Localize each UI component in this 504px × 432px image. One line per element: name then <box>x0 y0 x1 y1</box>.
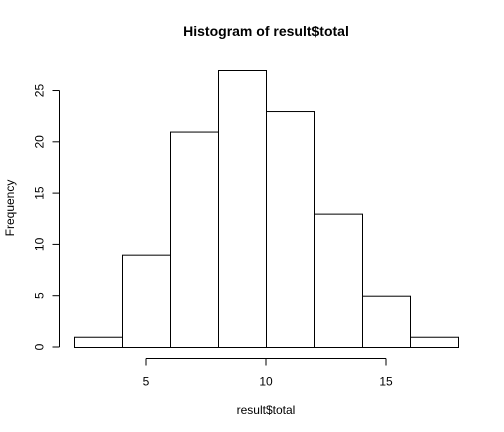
histogram-bar-3 <box>218 70 267 348</box>
chart-title: Histogram of result$total <box>183 23 349 39</box>
histogram-bar-1 <box>122 254 171 348</box>
y-tick-label-2: 10 <box>33 237 47 251</box>
histogram-bar-7 <box>410 336 459 348</box>
x-axis: 5 10 15 <box>143 358 393 389</box>
y-tick-label-5: 25 <box>33 84 47 98</box>
x-axis-label: result$total <box>237 403 296 417</box>
histogram-bar-6 <box>362 295 411 349</box>
x-tick-label-1: 10 <box>259 375 273 389</box>
y-tick-label-3: 15 <box>33 186 47 200</box>
y-tick-label-1: 5 <box>33 292 47 299</box>
histogram-bar-0 <box>74 336 123 348</box>
bars-layer <box>74 70 459 349</box>
x-tick-label-0: 5 <box>143 375 150 389</box>
y-tick-label-0: 0 <box>33 343 47 350</box>
histogram-bar-5 <box>314 213 363 348</box>
y-axis: 0 5 10 15 20 25 <box>33 84 60 350</box>
x-tick-label-2: 15 <box>379 375 393 389</box>
y-axis-label: Frequency <box>3 180 17 237</box>
histogram-bar-4 <box>266 111 315 349</box>
histogram-bar-2 <box>170 131 219 348</box>
y-tick-label-4: 20 <box>33 135 47 149</box>
